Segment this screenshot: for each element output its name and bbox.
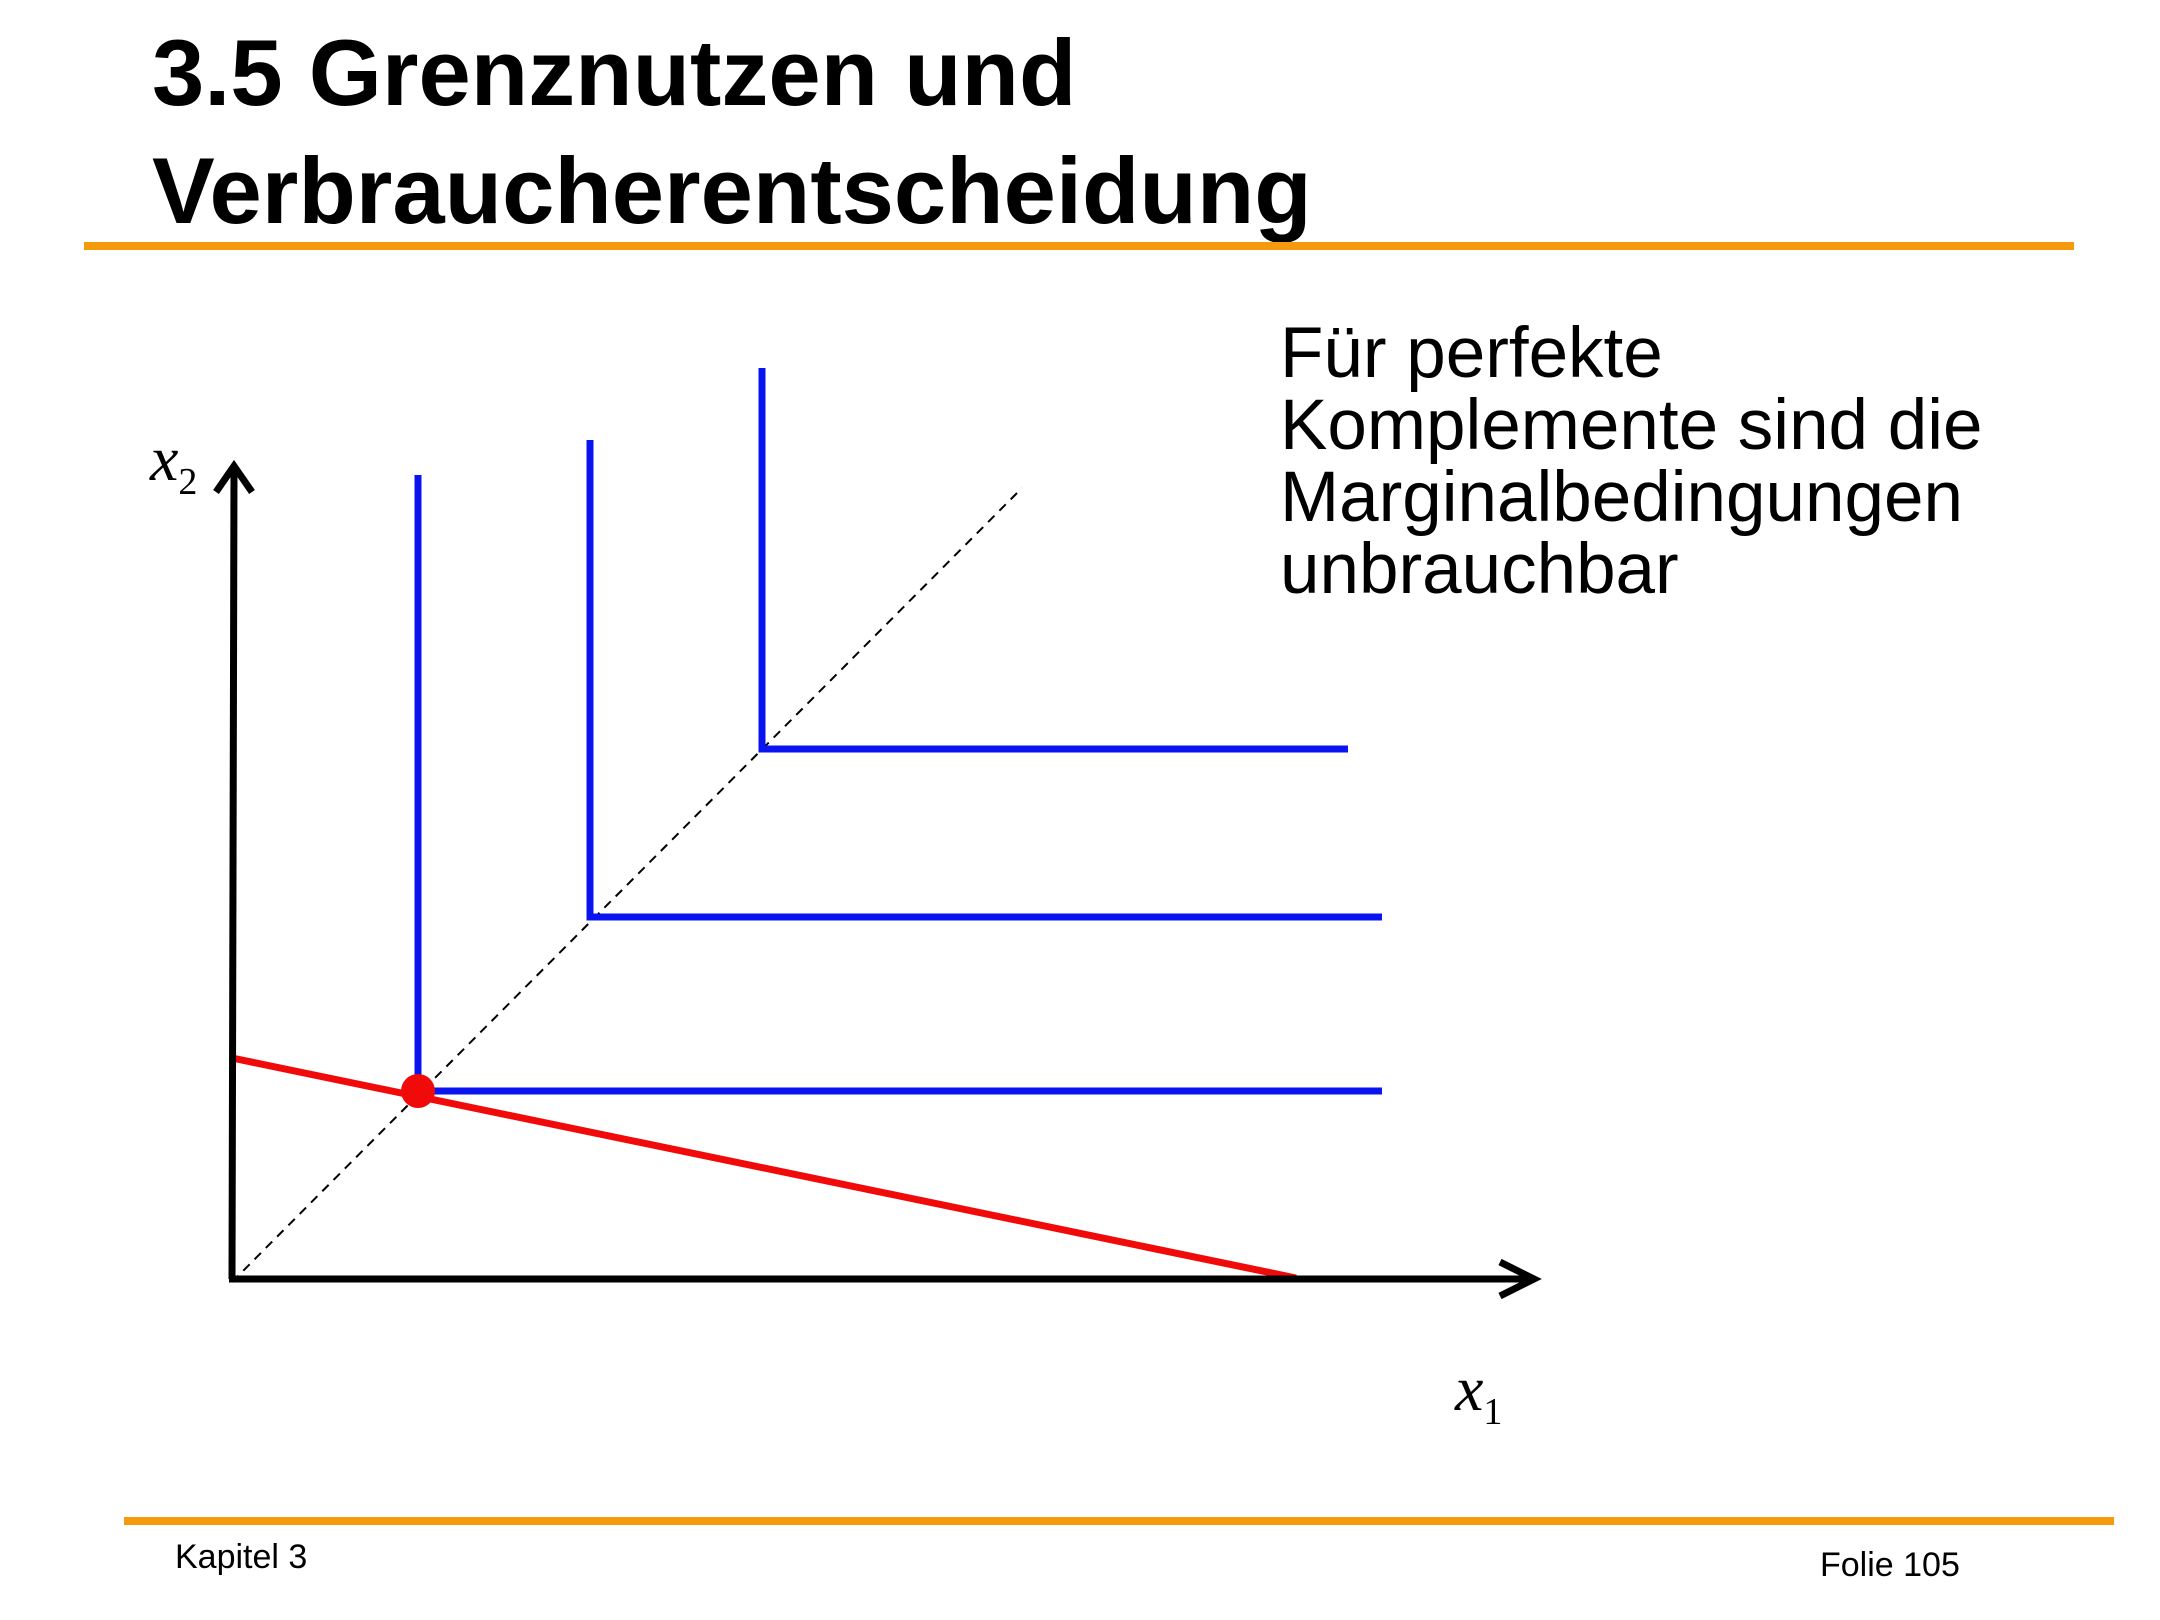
- description-text: Für perfekte Komplemente sind die Margin…: [1280, 318, 2140, 606]
- slide-number: Folie 105: [1820, 1546, 1960, 1584]
- y-axis: [228, 469, 238, 1280]
- title-divider: [84, 242, 2074, 250]
- footer-divider: [124, 1517, 2114, 1525]
- x-axis-label: x1: [1454, 1353, 1502, 1433]
- y-axis-label: x2: [149, 423, 197, 503]
- x-axis-label-subscript: 1: [1483, 1391, 1502, 1433]
- description-line-2: Komplemente sind die: [1280, 386, 1983, 465]
- diagonal-ray: [231, 487, 1023, 1283]
- y-axis-arrowhead: [213, 459, 255, 494]
- slide-title-line-2: Verbraucherentscheidung: [152, 138, 1312, 243]
- description-line-1: Für perfekte: [1280, 314, 1663, 393]
- description-line-3: Marginalbedingungen: [1280, 458, 1963, 537]
- y-axis-label-subscript: 2: [178, 461, 197, 503]
- indifference-curve-3: [758, 368, 1348, 753]
- description-line-4: unbrauchbar: [1280, 530, 1679, 609]
- slide-title: 3.5 Grenznutzen und Verbraucherentscheid…: [152, 14, 1652, 250]
- optimum-point: [401, 1074, 435, 1108]
- x-axis-arrowhead: [1498, 1258, 1542, 1300]
- indifference-curve-1: [414, 475, 1382, 1095]
- indifference-curve-2: [586, 440, 1382, 921]
- slide-title-line-1: 3.5 Grenznutzen und: [152, 20, 1077, 125]
- chapter-label: Kapitel 3: [175, 1538, 308, 1576]
